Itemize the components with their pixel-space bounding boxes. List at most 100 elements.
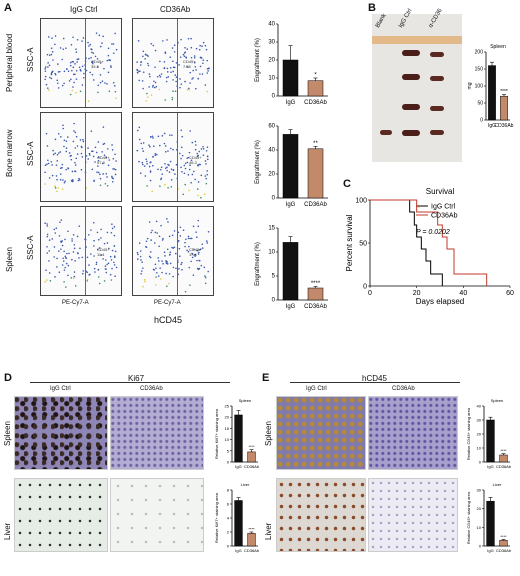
e-title: hCD45 xyxy=(362,374,387,383)
y-tick-label: 0 xyxy=(272,196,276,202)
x-tick-label: CD36Ab xyxy=(496,464,512,469)
chart-title: Spleen xyxy=(491,398,503,403)
a-row-label-spleen: Spleen xyxy=(5,247,14,272)
bar-igg xyxy=(282,134,299,199)
bar-chart-cd45-spleen: Spleen 0 10 20 30 40 IgG CD36Ab **** Relative CD4… xyxy=(466,398,512,469)
bar-cd36ab xyxy=(499,454,508,463)
a-col-header-cd36ab: CD36Ab xyxy=(160,5,191,14)
gate-label: CD45+ 46.3 xyxy=(189,155,202,165)
y-tick-label: 15 xyxy=(268,226,275,232)
a-row-label-bm: Bone marrow xyxy=(5,129,14,177)
d-row-label-liver: Liver xyxy=(3,522,12,540)
bar-cd36ab xyxy=(307,80,324,97)
y-axis-label: mg xyxy=(467,82,473,89)
ihc-ki67-spleen-cd36ab xyxy=(110,396,204,470)
e-col-header-cd36ab: CD36Ab xyxy=(392,386,415,392)
bar-cd36ab xyxy=(247,533,256,547)
significance-marker: **** xyxy=(248,527,255,532)
e-row-label-liver: Liver xyxy=(264,522,273,540)
x-tick-label: 0 xyxy=(368,290,372,297)
y-axis-label: Relative CD45+ staining area xyxy=(466,491,471,544)
y-tick-label: 0 xyxy=(363,284,367,291)
y-tick-label: 40 xyxy=(268,148,275,154)
bar-igg xyxy=(486,419,495,463)
chart-title: Liver xyxy=(241,482,250,487)
y-tick-label: 0 xyxy=(227,460,230,465)
chart-title: Liver xyxy=(493,482,502,487)
flow-plot-spleen-cd36ab: CD45+ 1.94 xyxy=(132,206,214,296)
bar-cd36ab xyxy=(307,148,324,199)
panel-label-e: E xyxy=(262,372,270,384)
d-col-header-cd36ab: CD36Ab xyxy=(140,386,163,392)
bar-chart-spleen-engraftment: 0 5 10 15 IgG CD36Ab **** Engraftment (%) xyxy=(255,226,328,310)
significance-marker: * xyxy=(314,73,317,79)
y-tick-label: 20 xyxy=(477,506,482,511)
spleen-cd36-1 xyxy=(430,52,444,57)
x-tick-label: IgG xyxy=(286,202,296,208)
ihc-ki67-spleen-igg xyxy=(14,396,108,470)
y-tick-label: 30 xyxy=(477,488,482,493)
spleen-igg-4 xyxy=(402,130,420,136)
y-tick-label: 0 xyxy=(227,544,230,549)
y-axis-label: Engraftment (%) xyxy=(255,38,261,82)
flow-xlabel: PE-Cy7-A xyxy=(154,300,181,306)
y-tick-label: 40 xyxy=(268,22,275,28)
flow-plot-pb-cd36ab: CD45+ 7.38 xyxy=(132,18,214,108)
x-tick-label: CD36Ab xyxy=(304,304,327,310)
x-tick-label: IgG xyxy=(487,548,493,553)
bar-cd36ab xyxy=(307,287,324,301)
bar-cd36ab xyxy=(499,540,508,547)
e-col-header-igg: IgG Ctrl xyxy=(306,386,327,392)
gate-label: CD45+ 57.8 xyxy=(97,155,110,165)
flow-ylabel: SSC-A xyxy=(26,47,35,72)
spleen-blank xyxy=(380,130,392,135)
y-tick-label: 20 xyxy=(268,172,275,178)
significance-marker: **** xyxy=(500,534,507,539)
x-tick-label: 60 xyxy=(506,290,514,297)
x-tick-label: CD36Ab xyxy=(304,100,327,106)
flow-plot-spleen-igg: CD45+ 11.4 xyxy=(40,206,122,296)
spleen-cd36-3 xyxy=(430,106,444,111)
y-tick-label: 10 xyxy=(268,76,275,82)
y-tick-label: 20 xyxy=(225,415,230,420)
spleen-photo xyxy=(372,14,462,162)
flow-events xyxy=(44,219,118,288)
y-axis-label: Engraftment (%) xyxy=(255,242,261,286)
x-tick-label: CD36Ab xyxy=(244,464,260,469)
chart-title: Spleen xyxy=(239,398,251,403)
y-tick-label: 5 xyxy=(272,274,276,280)
panel-label-a: A xyxy=(4,2,12,14)
y-tick-label: 10 xyxy=(268,250,275,256)
y-tick-label: 10 xyxy=(477,525,482,530)
y-tick-label: 2 xyxy=(227,530,230,535)
y-tick-label: 10 xyxy=(477,446,482,451)
bar-cd36ab xyxy=(500,95,508,121)
y-tick-label: 50 xyxy=(359,241,367,248)
ihc-cd45-liver-cd36ab xyxy=(368,478,458,552)
flow-events xyxy=(136,218,210,293)
survival-line-igg xyxy=(370,199,443,286)
y-tick-label: 0 xyxy=(479,460,482,465)
d-row-label-spleen: Spleen xyxy=(3,421,12,446)
spleen-igg-1 xyxy=(402,50,420,56)
flow-plot-pb-igg: CD45+ 35.9 xyxy=(40,18,122,108)
gate-label: CD45+ 11.4 xyxy=(97,247,110,257)
ruler xyxy=(372,36,462,44)
bar-igg xyxy=(488,65,496,121)
bar-igg xyxy=(282,242,299,301)
bar-igg xyxy=(234,500,243,547)
y-tick-label: 100 xyxy=(475,84,484,90)
panel-label-d: D xyxy=(4,372,12,384)
y-tick-label: 100 xyxy=(355,198,367,205)
y-axis-label: Percent survival xyxy=(345,214,354,271)
x-tick-label: IgG xyxy=(235,548,241,553)
spleen-igg-2 xyxy=(402,74,420,80)
y-tick-label: 30 xyxy=(477,418,482,423)
flow-events xyxy=(44,122,117,193)
y-tick-label: 20 xyxy=(268,58,275,64)
flow-events xyxy=(136,37,210,102)
ihc-cd45-spleen-igg xyxy=(276,396,366,470)
panel-label-c: C xyxy=(343,178,351,190)
x-tick-label: IgG xyxy=(286,100,296,106)
